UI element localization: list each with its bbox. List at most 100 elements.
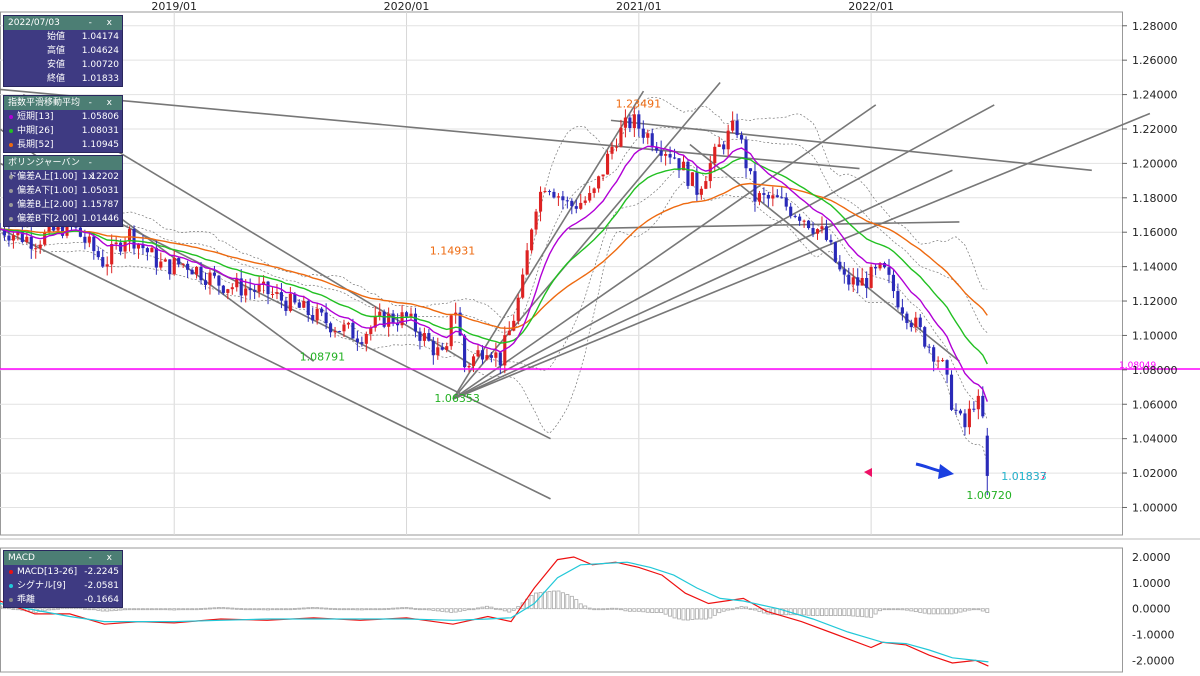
candle-body — [284, 300, 288, 311]
macd-histogram-bar — [618, 608, 623, 611]
candle-body — [409, 313, 413, 317]
candle-body — [119, 242, 123, 252]
price-marker-icon — [864, 468, 872, 477]
macd-histogram-bar — [811, 608, 816, 616]
macd-histogram-bar — [297, 607, 302, 610]
candle-body — [923, 327, 927, 347]
ema-row: 中期[26] 1.08031 — [4, 124, 122, 138]
candle-body — [775, 195, 779, 198]
candle-body — [154, 247, 158, 268]
candle-body — [476, 350, 480, 357]
macd-histogram-bar — [806, 608, 811, 616]
macd-row: シグナル[9] -2.0581 — [4, 579, 122, 593]
candle-body — [293, 293, 297, 303]
candle-body — [981, 395, 985, 417]
candle-body — [208, 272, 212, 285]
macd-histogram-bar — [234, 607, 239, 610]
ohlc-panel-header[interactable]: 2022/07/03 - x — [4, 16, 122, 30]
bollinger-panel[interactable]: ボリンジャーバンド - x 偏差A上[1.00]1.12202 偏差A下[1.0… — [3, 155, 123, 227]
macd-histogram-bar — [529, 595, 534, 610]
macd-histogram-bar — [815, 608, 820, 616]
macd-histogram-bar — [574, 599, 579, 610]
panel-controls[interactable]: - x — [88, 98, 118, 108]
macd-chart — [0, 547, 1123, 673]
price-label: 1.06353 — [434, 392, 480, 405]
candle-body — [333, 331, 337, 333]
macd-histogram-bar — [364, 608, 369, 611]
forecast-arrow-icon — [864, 462, 954, 479]
macd-histogram-bar — [793, 608, 798, 616]
candle-body — [427, 333, 431, 341]
candle-body — [445, 346, 449, 350]
macd-histogram-bar — [976, 608, 981, 611]
candle-body — [556, 196, 560, 198]
macd-histogram-bar — [833, 608, 838, 616]
candle-body — [878, 262, 882, 269]
ema-panel-header[interactable]: 指数平滑移動平均 - x — [4, 96, 122, 110]
candle-body — [489, 355, 493, 358]
macd-panel[interactable]: MACD - x MACD[13-26] -2.2245 シグナル[9] -2.05… — [3, 550, 123, 608]
candle-body — [583, 200, 587, 203]
candle-body — [159, 261, 163, 268]
candle-body — [364, 334, 368, 344]
price-label: 1.08049 — [1119, 361, 1156, 371]
y-tick-label: 1.00000 — [1132, 501, 1178, 514]
macd-histogram-bar — [230, 607, 235, 610]
macd-histogram-bar — [266, 608, 270, 611]
trendline — [452, 82, 721, 400]
candle-body — [605, 153, 610, 175]
candle-body — [530, 229, 534, 251]
candle-body — [722, 144, 726, 150]
macd-panel-header[interactable]: MACD - x — [4, 551, 122, 565]
candlesticks — [0, 107, 989, 496]
macd-histogram-bar — [712, 608, 717, 616]
macd-histogram-bar — [301, 607, 306, 610]
y-tick-label: 1.14000 — [1132, 261, 1178, 274]
candle-body — [248, 288, 252, 291]
candle-body — [422, 333, 426, 341]
bollinger-panel-header[interactable]: ボリンジャーバンド - x — [4, 156, 122, 182]
candle-body — [288, 293, 292, 311]
ohlc-panel[interactable]: 2022/07/03 - x 始値 1.04174 高値 1.04624 安値 1.0… — [3, 15, 123, 87]
candle-body — [38, 244, 42, 249]
candle-body — [856, 277, 860, 286]
macd-histogram-bar — [927, 608, 932, 615]
macd-histogram-bar — [225, 607, 230, 610]
macd-histogram-bar — [346, 608, 351, 611]
macd-histogram-bar — [922, 608, 927, 614]
macd-histogram-bar — [87, 608, 92, 611]
candle-body — [212, 272, 216, 276]
candle-body — [306, 301, 310, 316]
macd-histogram-bar — [82, 607, 87, 610]
macd-histogram-bar — [207, 607, 212, 610]
macd-histogram-bar — [753, 608, 757, 611]
y-tick-label: 1.26000 — [1132, 54, 1178, 67]
macd-histogram-bar — [409, 607, 413, 610]
candle-body — [744, 139, 748, 169]
candle-body — [784, 197, 788, 207]
candle-body — [360, 342, 364, 344]
macd-tick-label: -2.0000 — [1132, 654, 1174, 667]
macd-histogram-bar — [426, 608, 431, 611]
macd-histogram-bar — [194, 608, 199, 611]
macd-histogram-bar — [163, 608, 168, 611]
panel-controls[interactable]: - x — [88, 158, 100, 182]
ohlc-row: 終値 1.01833 — [46, 74, 119, 84]
macd-histogram-bar — [391, 607, 396, 610]
panel-controls[interactable]: - x — [88, 553, 118, 563]
macd-histogram-bar — [601, 608, 606, 611]
candle-body — [932, 347, 936, 362]
trendline — [569, 221, 960, 230]
candle-body — [190, 269, 194, 275]
macd-histogram-bar — [717, 608, 722, 614]
macd-histogram-bar — [502, 608, 507, 612]
macd-histogram-bar — [315, 607, 320, 610]
ema-panel[interactable]: 指数平滑移動平均 - x 短期[13] 1.05806 中期[26] 1.08031… — [3, 95, 123, 153]
candle-body — [257, 285, 261, 292]
macd-histogram-bar — [292, 608, 297, 610]
candle-body — [847, 274, 851, 285]
candle-body — [579, 202, 583, 209]
candle-body — [311, 315, 315, 321]
panel-controls[interactable]: - x — [88, 18, 118, 28]
macd-histogram-bar — [583, 605, 588, 610]
